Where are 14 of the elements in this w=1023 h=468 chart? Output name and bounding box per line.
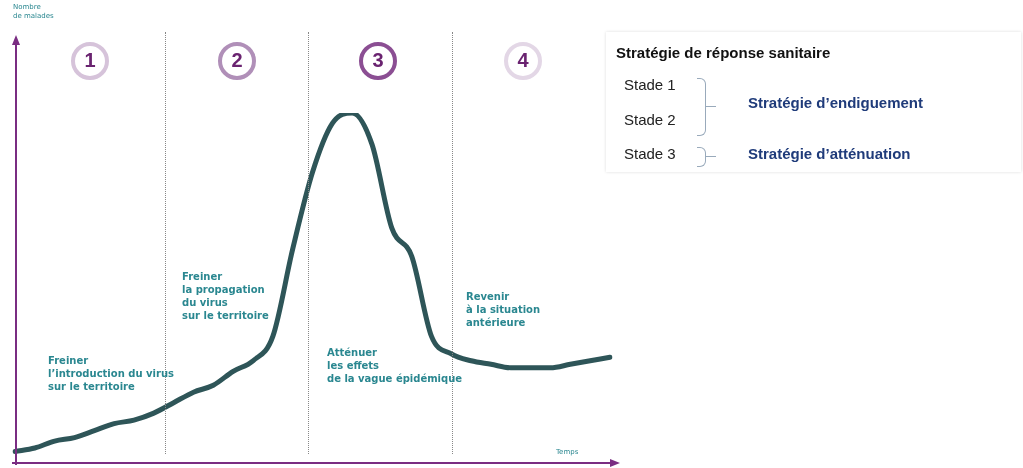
annotation: Atténuer les effets de la vague épidémique <box>327 346 463 385</box>
annotation: Revenir à la situation antérieure <box>466 290 541 329</box>
text: Stratégie d’endiguement <box>748 94 924 111</box>
text: Stade 1 <box>624 76 676 93</box>
text: Stade 2 <box>624 111 676 128</box>
text: 1 <box>83 49 97 72</box>
text: Stade 3 <box>624 145 676 162</box>
text: Stratégie d’atténuation <box>748 145 911 162</box>
annotation: Freiner l’introduction du virus sur le territoire <box>48 354 174 393</box>
text: 2 <box>230 49 244 72</box>
annotation: Freiner la propagation du virus sur le territoire <box>182 270 269 322</box>
text: Stratégie de réponse sanitaire <box>616 44 831 61</box>
text: 3 <box>371 49 385 72</box>
text: 4 <box>516 49 530 72</box>
